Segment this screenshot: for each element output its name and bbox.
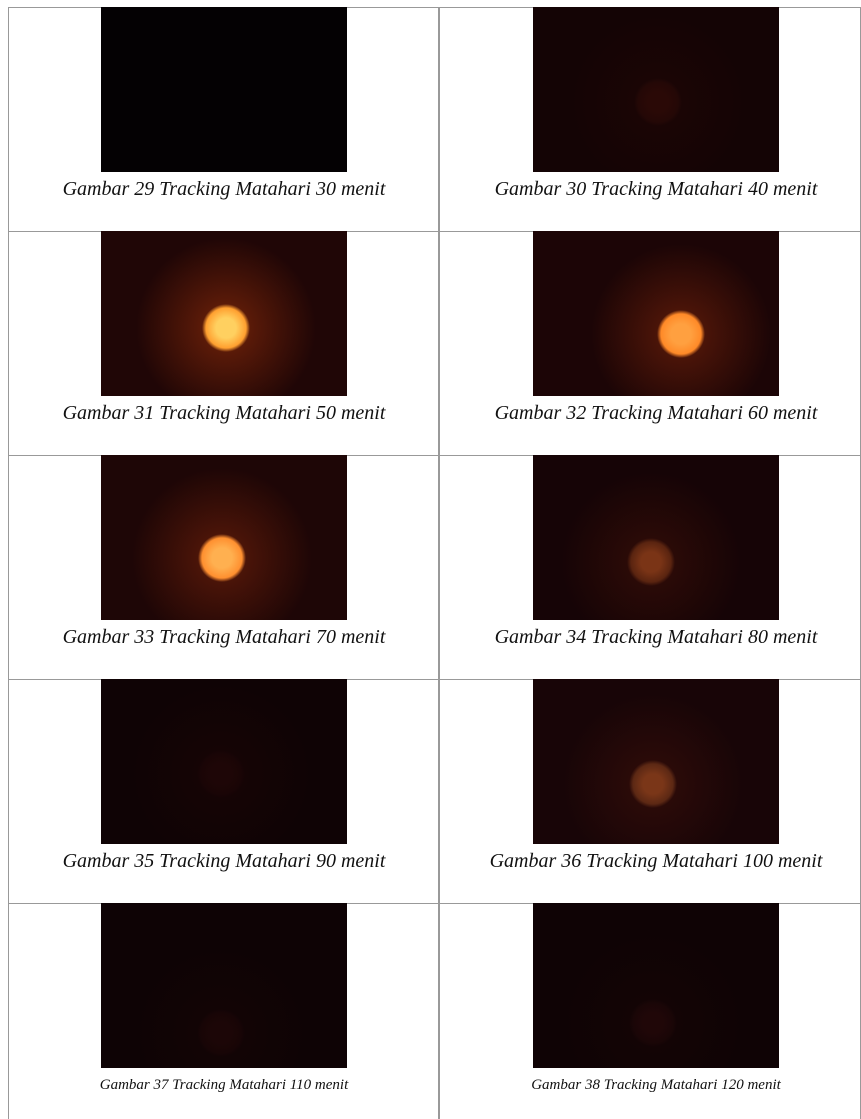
photo: [533, 679, 779, 844]
caption: Gambar 33 Tracking Matahari 70 menit: [62, 626, 386, 648]
caption: Gambar 31 Tracking Matahari 50 menit: [62, 402, 386, 424]
caption: Gambar 29 Tracking Matahari 30 menit: [62, 178, 386, 200]
caption: Gambar 36 Tracking Matahari 100 menit: [489, 850, 823, 872]
photo: [533, 7, 779, 172]
caption: Gambar 30 Tracking Matahari 40 menit: [494, 178, 818, 200]
photo: [101, 455, 347, 620]
caption: Gambar 38 Tracking Matahari 120 menit: [531, 1077, 781, 1093]
photo: [101, 679, 347, 844]
photo: [101, 7, 347, 172]
photo: [533, 903, 779, 1068]
photo: [533, 455, 779, 620]
caption: Gambar 37 Tracking Matahari 110 menit: [99, 1077, 349, 1093]
caption: Gambar 32 Tracking Matahari 60 menit: [494, 402, 818, 424]
photo: [101, 903, 347, 1068]
caption: Gambar 35 Tracking Matahari 90 menit: [62, 850, 386, 872]
photo: [101, 231, 347, 396]
photo: [533, 231, 779, 396]
caption: Gambar 34 Tracking Matahari 80 menit: [494, 626, 818, 648]
